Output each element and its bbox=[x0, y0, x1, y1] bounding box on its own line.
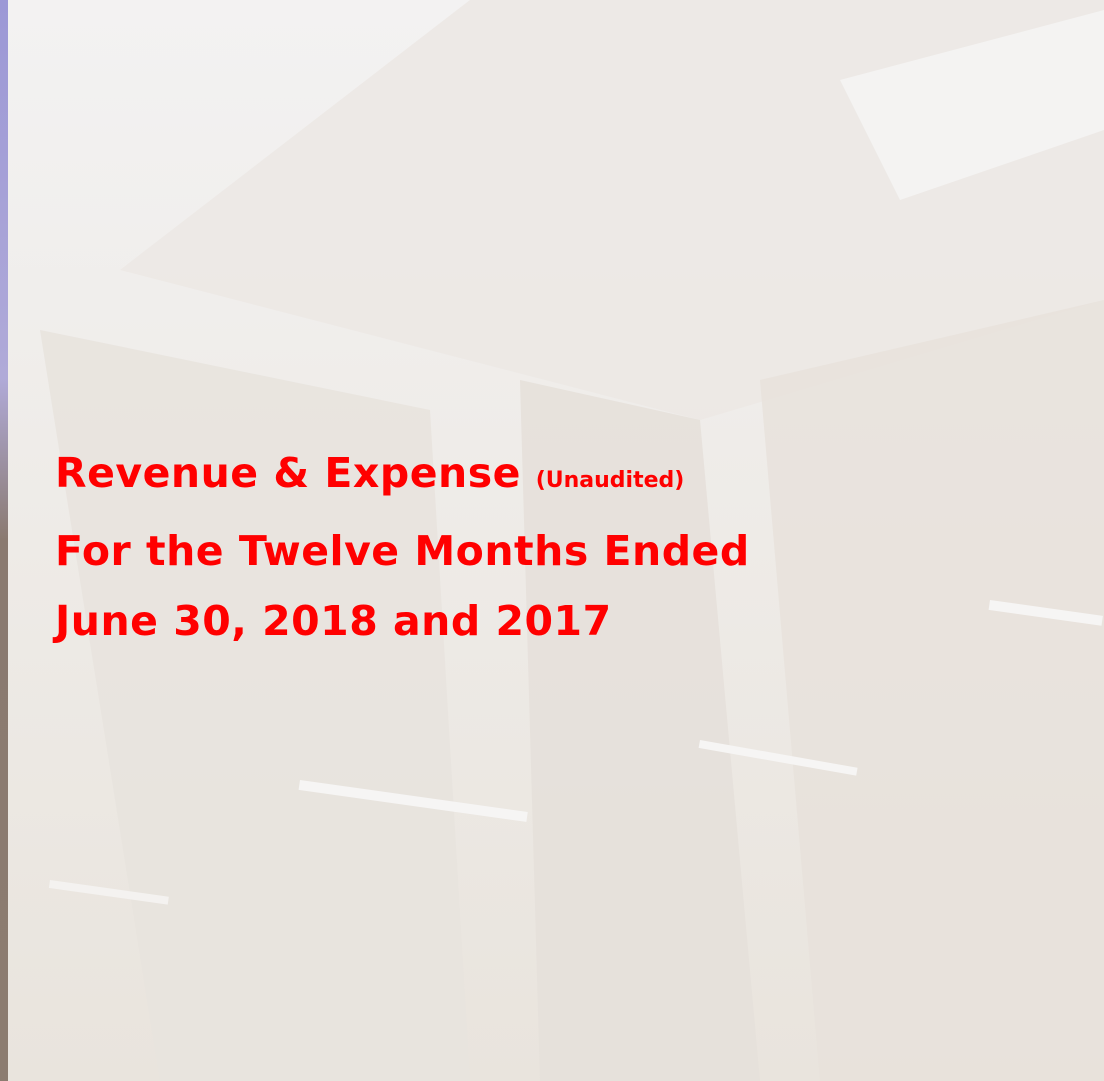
title-line: June 30, 2018 and 2017 bbox=[55, 597, 612, 645]
slide-title: Revenue & Expense (Unaudited) For the Tw… bbox=[55, 438, 750, 656]
title-line: Revenue & Expense (Unaudited) bbox=[55, 438, 750, 516]
title-text: Revenue & Expense bbox=[55, 449, 521, 497]
title-note: (Unaudited) bbox=[535, 468, 685, 493]
title-line: For the Twelve Months Ended bbox=[55, 527, 750, 575]
